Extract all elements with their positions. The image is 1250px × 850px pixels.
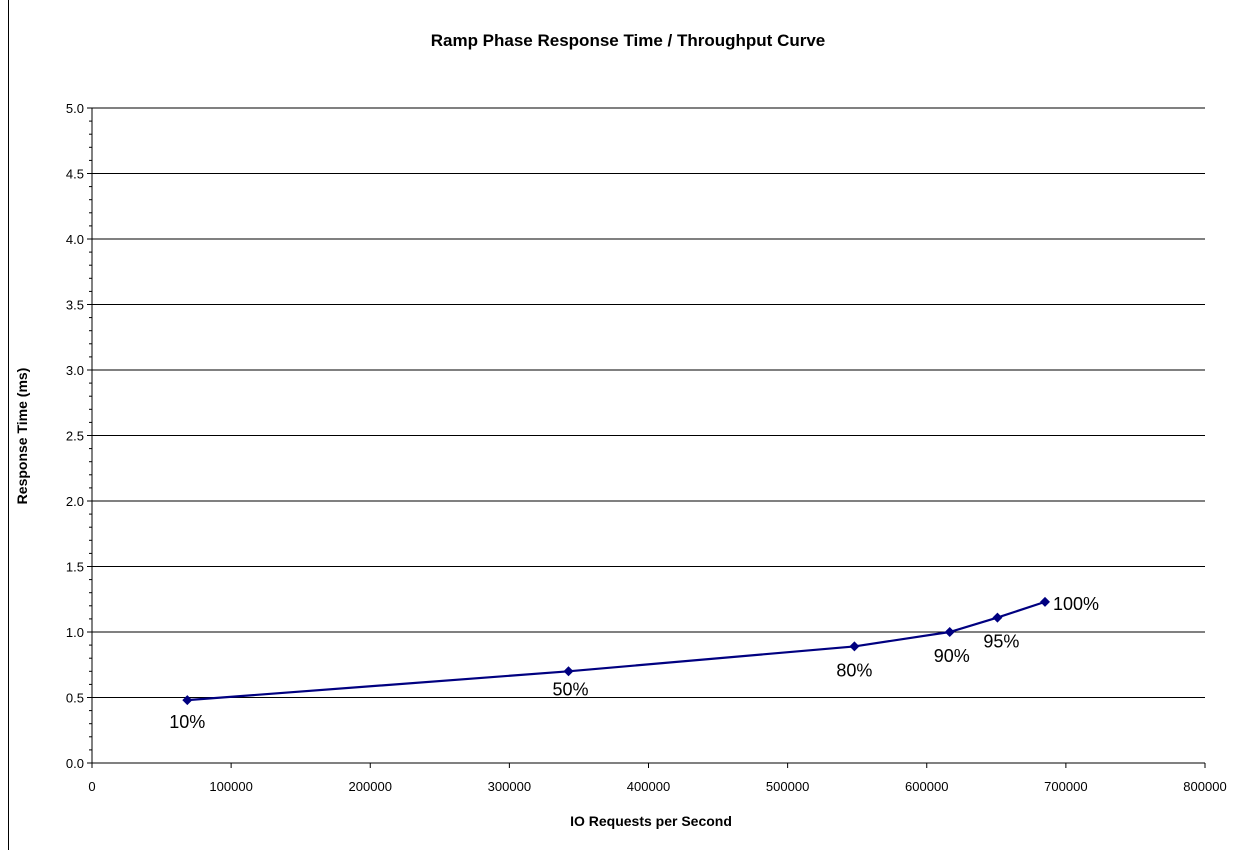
chart-title: Ramp Phase Response Time / Throughput Cu… [431, 31, 826, 50]
data-point-label: 100% [1053, 594, 1099, 614]
x-tick-label: 200000 [349, 779, 392, 794]
y-tick-label: 0.0 [66, 756, 84, 771]
data-point-label: 80% [836, 660, 872, 680]
series-group: 10% 50% 80% 90% 95% 100% [169, 594, 1099, 732]
data-point-label: 95% [983, 632, 1019, 652]
x-tick-label: 400000 [627, 779, 670, 794]
x-axis-ticks: 0 100000 200000 300000 400000 500000 600000 700… [88, 763, 1227, 794]
y-tick-label: 1.5 [66, 560, 84, 575]
y-tick-label: 3.5 [66, 298, 84, 313]
data-point-marker [992, 612, 1003, 623]
x-tick-label: 100000 [209, 779, 252, 794]
y-tick-label: 2.0 [66, 494, 84, 509]
x-tick-label: 500000 [766, 779, 809, 794]
data-point-marker [1040, 596, 1051, 607]
y-tick-label: 5.0 [66, 101, 84, 116]
data-point-marker [849, 641, 860, 652]
data-point-label: 10% [169, 712, 205, 732]
y-tick-label: 3.0 [66, 363, 84, 378]
x-axis-title: IO Requests per Second [570, 813, 732, 829]
y-tick-label: 4.5 [66, 167, 84, 182]
y-tick-label: 0.5 [66, 691, 84, 706]
x-tick-label: 800000 [1183, 779, 1226, 794]
gridlines [92, 107, 1205, 698]
data-point-marker [944, 627, 955, 637]
y-tick-label: 2.5 [66, 429, 84, 444]
series-line [187, 600, 1046, 702]
x-tick-label: 700000 [1044, 779, 1087, 794]
data-point-label: 90% [934, 646, 970, 666]
y-tick-label: 4.0 [66, 232, 84, 247]
y-tick-label: 1.0 [66, 625, 84, 640]
x-tick-label: 600000 [905, 779, 948, 794]
y-axis-title: Response Time (ms) [14, 368, 30, 505]
chart-frame [8, 0, 1250, 850]
data-point-label: 50% [552, 679, 588, 699]
data-point-marker [182, 695, 193, 706]
y-axis-ticks: 0.0 0.5 1.0 1.5 2.0 2.5 3.0 3.5 4.0 4.5 5.0 [66, 101, 92, 771]
data-point-marker [563, 666, 574, 677]
x-tick-label: 300000 [488, 779, 531, 794]
x-tick-label: 0 [88, 779, 95, 794]
